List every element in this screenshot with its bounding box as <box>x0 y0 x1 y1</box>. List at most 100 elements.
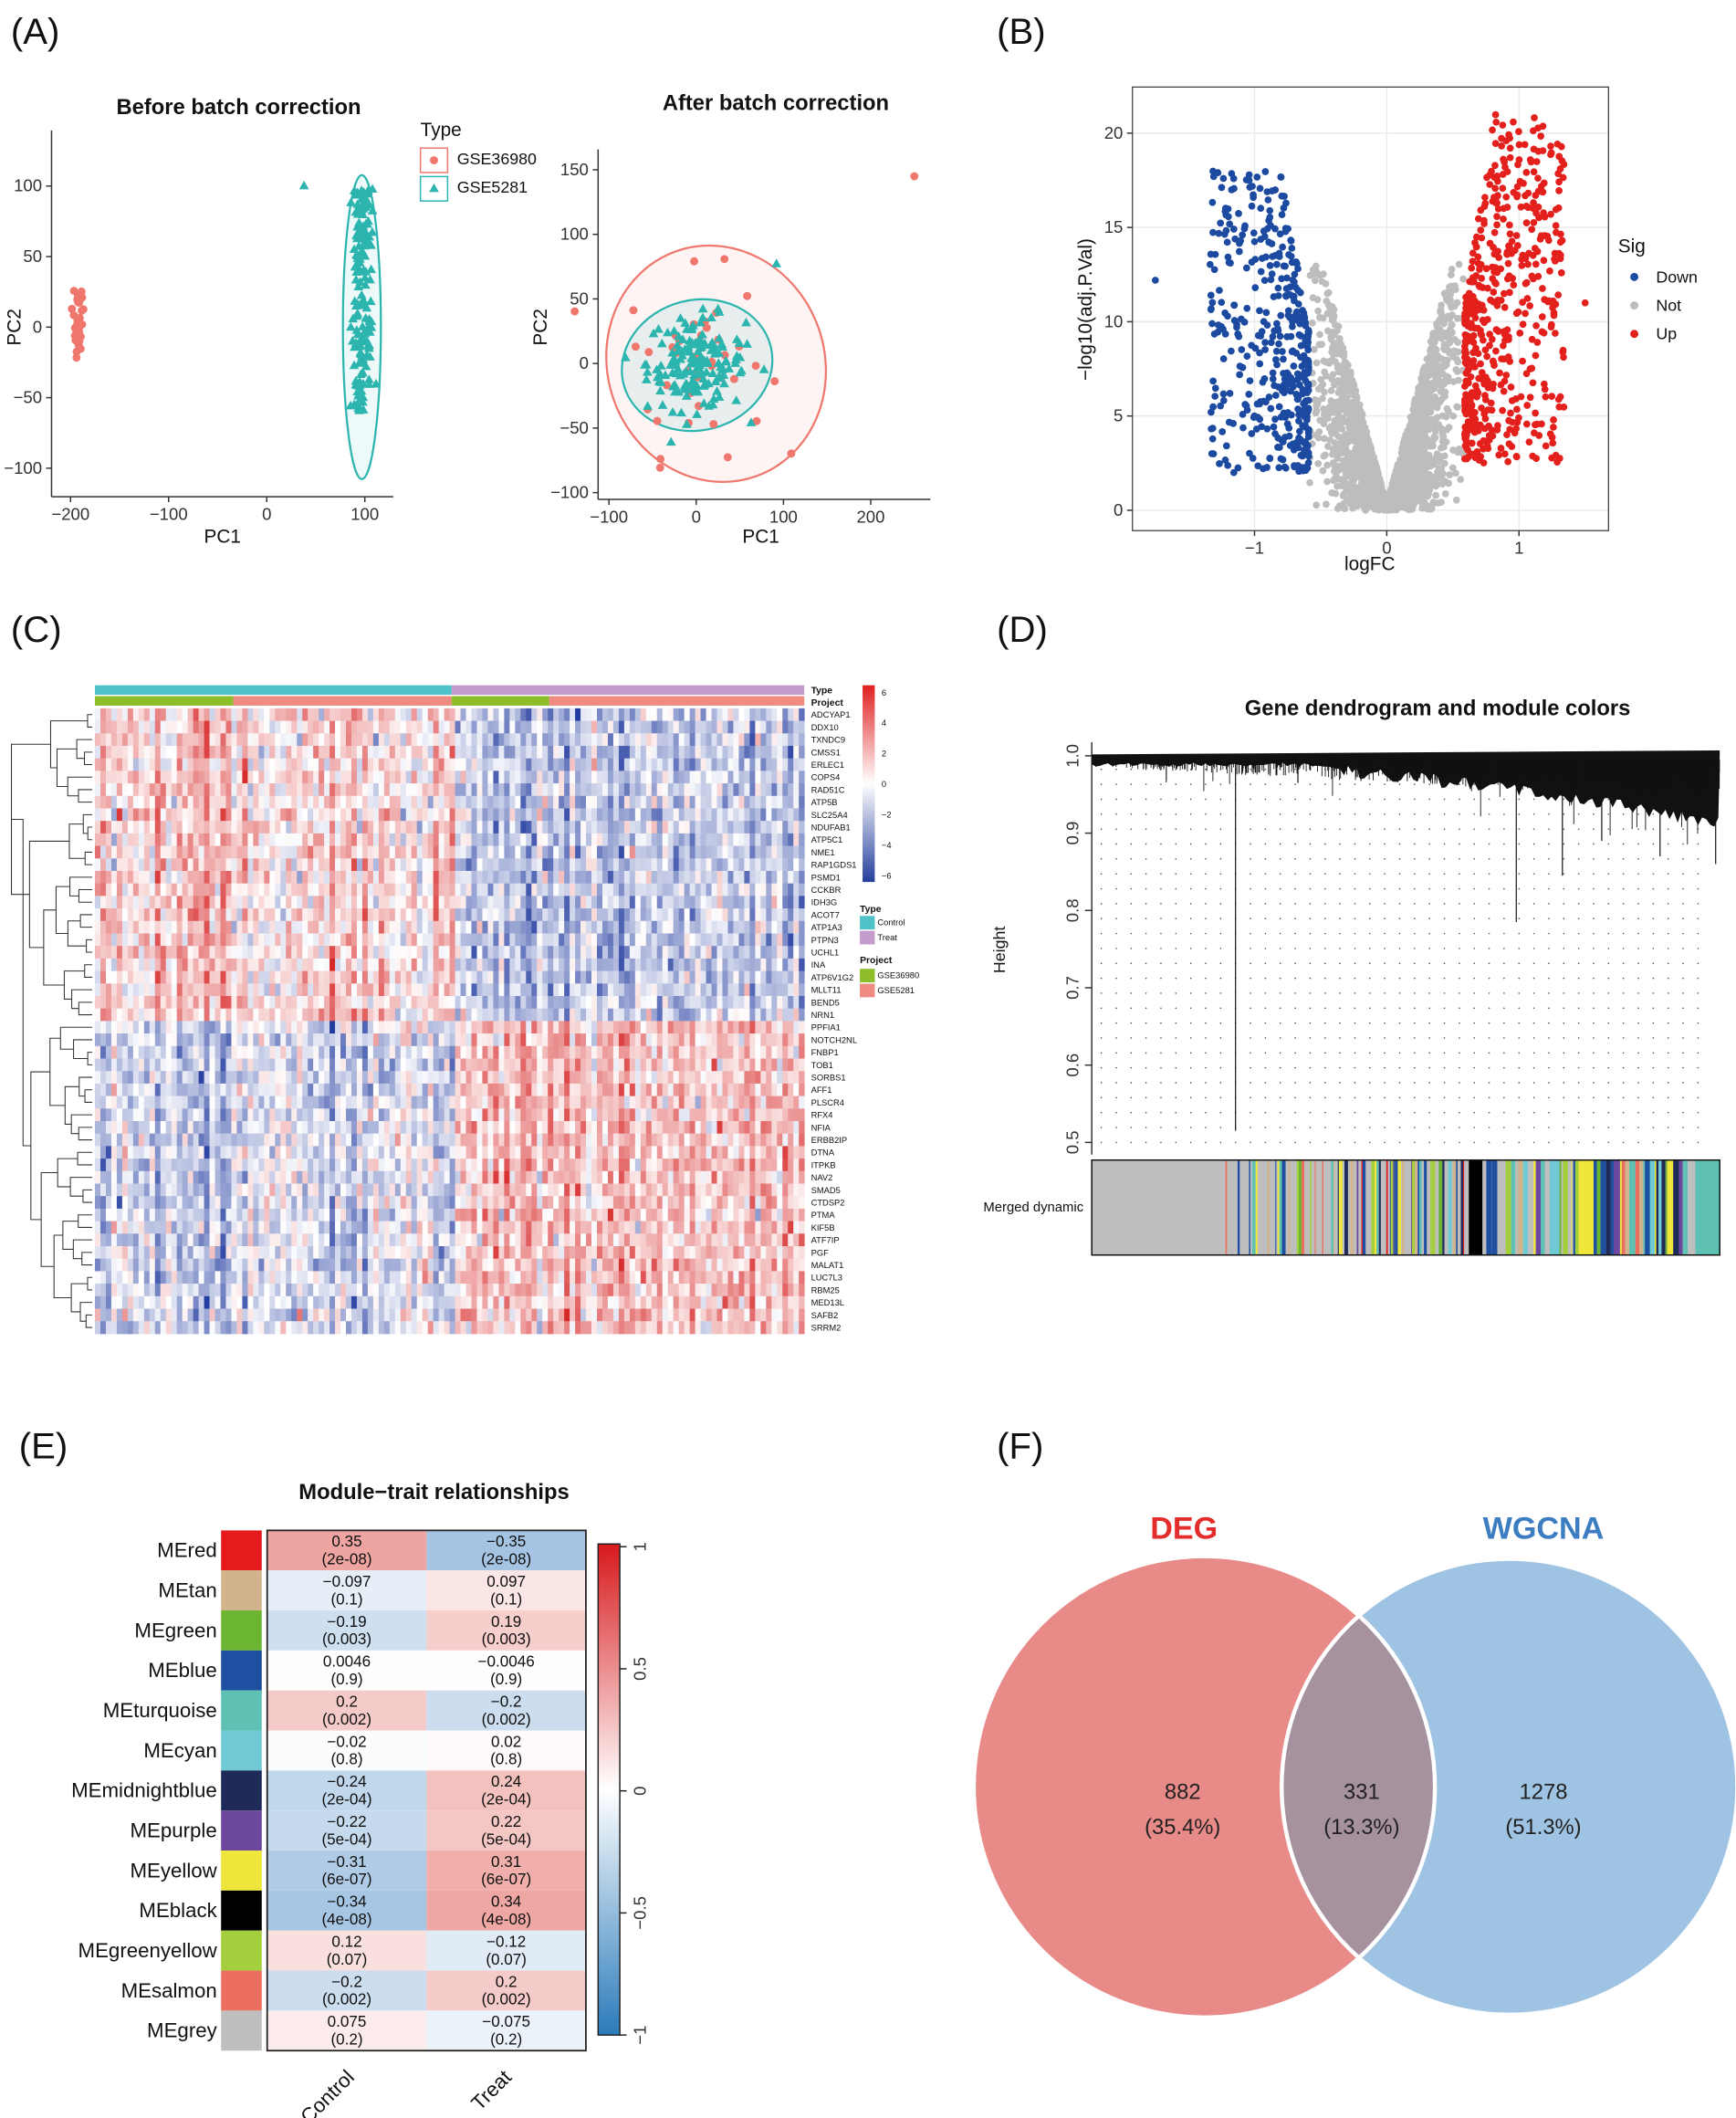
point-up <box>1474 324 1482 332</box>
heatmap-cell <box>225 771 232 784</box>
heatmap-cell <box>498 821 505 834</box>
heatmap-cell <box>361 771 369 784</box>
heatmap-cell <box>411 745 418 760</box>
heatmap-cell <box>143 795 151 809</box>
point-down <box>1207 291 1215 299</box>
heatmap-cell <box>695 821 702 834</box>
heatmap-cell <box>231 833 237 847</box>
heatmap-cell <box>171 720 178 734</box>
heatmap-cell <box>220 708 226 722</box>
heatmap-cell <box>110 833 118 847</box>
heatmap-cell <box>433 833 440 847</box>
point-up <box>1494 247 1501 256</box>
heatmap-cell <box>378 783 385 797</box>
point-down <box>1251 284 1260 291</box>
heatmap-cell <box>95 745 101 760</box>
heatmap-cell <box>394 745 402 760</box>
heatmap-cell <box>204 733 210 747</box>
heatmap-cell <box>438 745 445 760</box>
heatmap-cell <box>138 795 145 809</box>
heatmap-cell <box>575 808 581 822</box>
point-gse5281 <box>356 349 366 358</box>
heatmap-cell <box>110 795 118 809</box>
heatmap-cell <box>356 758 363 771</box>
heatmap-cell <box>498 795 505 809</box>
heatmap-cell <box>471 758 477 771</box>
heatmap-cell <box>302 821 309 834</box>
heatmap-cell <box>476 771 483 784</box>
heatmap-cell <box>313 821 319 834</box>
heatmap-cell <box>673 720 680 734</box>
heatmap-cell <box>570 758 576 771</box>
heatmap-cell <box>127 771 134 784</box>
heatmap-cell <box>99 733 107 747</box>
heatmap-cell <box>612 821 620 834</box>
point-up <box>1551 255 1558 263</box>
heatmap-cell <box>422 733 429 747</box>
heatmap-cell <box>198 833 205 847</box>
heatmap-cell <box>711 758 717 771</box>
heatmap-cell <box>247 795 254 809</box>
heatmap-cell <box>214 720 221 734</box>
heatmap-cell <box>335 708 341 722</box>
heatmap-cell <box>504 733 510 747</box>
heatmap-cell <box>187 720 194 734</box>
heatmap-cell <box>788 795 794 809</box>
point-not <box>1333 344 1341 352</box>
point-not <box>1432 356 1440 364</box>
heatmap-cell <box>127 783 134 797</box>
heatmap-cell <box>515 795 521 809</box>
heatmap-cell <box>744 708 750 722</box>
heatmap-cell <box>356 833 363 847</box>
heatmap-cell <box>504 771 510 784</box>
heatmap-cell <box>623 708 631 722</box>
heatmap-cell <box>706 745 712 760</box>
heatmap-cell <box>799 720 805 734</box>
point-not <box>1417 417 1426 425</box>
heatmap-cell <box>247 821 254 834</box>
heatmap-cell <box>329 708 336 722</box>
heatmap-cell <box>482 833 488 847</box>
point-down <box>1254 462 1262 470</box>
heatmap-cell <box>356 771 363 784</box>
point-down <box>1277 455 1285 463</box>
point-gse5281 <box>355 404 366 414</box>
heatmap-cell <box>182 821 189 834</box>
heatmap-cell <box>340 808 347 822</box>
heatmap-cell <box>548 808 554 822</box>
annotation-type-control <box>95 685 452 696</box>
point-gse5281 <box>365 351 375 361</box>
heatmap-cell <box>187 833 194 847</box>
point-gse5281 <box>350 375 361 385</box>
point-not <box>1397 502 1406 510</box>
heatmap-cell <box>531 771 538 784</box>
point-up <box>1537 232 1545 240</box>
heatmap-cell <box>149 708 156 722</box>
heatmap-cell <box>612 708 620 722</box>
heatmap-cell <box>570 733 576 747</box>
heatmap-cell <box>198 795 205 809</box>
point-up <box>1556 255 1564 263</box>
heatmap-cell <box>291 758 298 771</box>
heatmap-cell <box>105 758 112 771</box>
point-down <box>1245 171 1253 179</box>
heatmap-cell <box>607 771 614 784</box>
heatmap-cell <box>121 720 129 734</box>
heatmap-cell <box>105 745 112 760</box>
heatmap-cell <box>634 771 642 784</box>
point-gse5281 <box>771 258 782 267</box>
point-up <box>1508 443 1516 451</box>
heatmap-cell <box>733 758 739 771</box>
point-down <box>1235 247 1243 256</box>
heatmap-cell <box>706 733 712 747</box>
pca-before-plot: Before batch correction PC1 PC2 Type GSE… <box>4 95 537 548</box>
point-not <box>1453 314 1461 322</box>
heatmap-cell <box>564 783 570 797</box>
y-tick-label: 100 <box>14 176 42 195</box>
point-down <box>1287 332 1295 341</box>
heatmap-cell <box>356 821 363 834</box>
heatmap-cell <box>618 733 625 747</box>
point-not <box>1323 327 1332 335</box>
heatmap-cell <box>154 708 162 722</box>
heatmap-cell <box>667 795 675 809</box>
